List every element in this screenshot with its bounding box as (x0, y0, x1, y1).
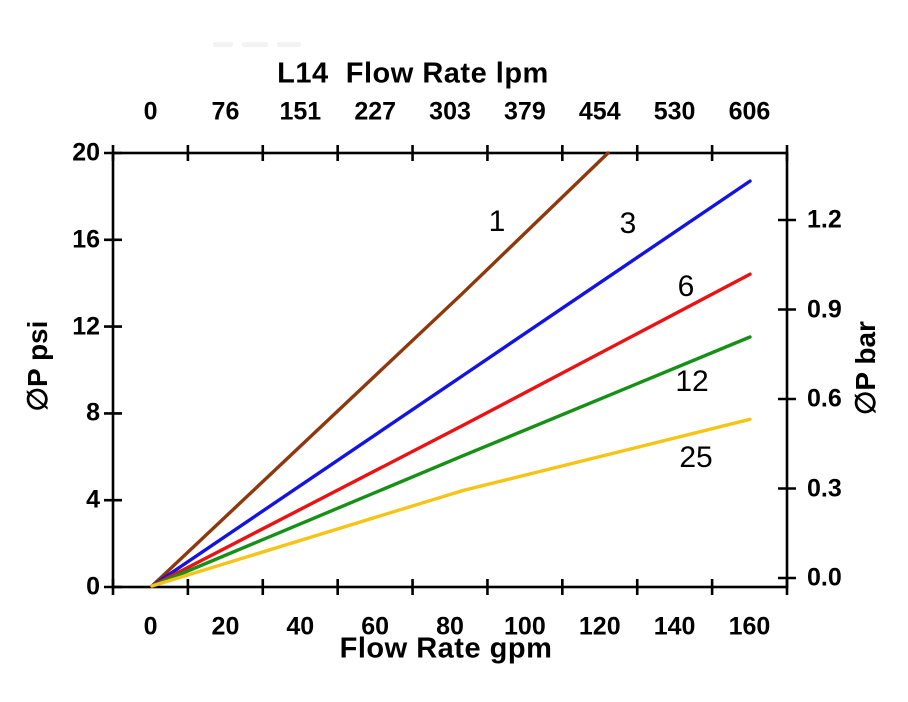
plot-frame (111, 151, 789, 589)
top-tick-label: 76 (211, 97, 240, 126)
right-tick-label: 1.2 (807, 205, 842, 234)
top-tick-label: 454 (578, 97, 621, 126)
top-tick-label: 0 (143, 97, 158, 126)
bottom-tick-label: 160 (728, 612, 771, 641)
right-tick-label: 0.9 (807, 295, 842, 323)
bottom-tick-label: 100 (504, 612, 546, 641)
bottom-tick-label: 120 (578, 612, 621, 641)
series-line-12 (150, 335, 752, 588)
top-tick-label: 379 (504, 97, 546, 126)
faint-artifact (277, 42, 301, 47)
right-tick-label: 0.6 (807, 384, 842, 413)
left-tick-label: 16 (72, 225, 100, 254)
bottom-tick-label: 0 (143, 612, 158, 641)
right-tick-label: 0.0 (807, 563, 842, 592)
series-label-25: 25 (679, 441, 713, 474)
top-tick-label: 606 (728, 97, 771, 126)
series-line-6 (150, 272, 752, 588)
bottom-tick-label: 80 (436, 612, 464, 641)
top-tick-label: 151 (279, 97, 322, 126)
top-tick-label: 530 (653, 97, 696, 126)
bottom-tick-label: 40 (286, 612, 315, 641)
top-axis-title: L14 Flow Rate lpm (277, 57, 549, 90)
right-tick-label: 0.3 (807, 474, 842, 502)
left-tick-label: 4 (86, 485, 100, 514)
top-tick-label: 303 (429, 97, 471, 126)
series-label-6: 6 (677, 270, 695, 303)
series-line-1 (150, 151, 610, 588)
series-label-3: 3 (619, 207, 637, 240)
top-tick-label: 227 (354, 97, 397, 126)
series-line-25 (150, 417, 752, 588)
bottom-tick-label: 60 (361, 612, 390, 641)
left-tick-label: 20 (72, 138, 100, 167)
left-tick-label: 12 (72, 312, 100, 341)
series-label-12: 12 (675, 365, 709, 398)
faint-artifact (213, 42, 233, 47)
bottom-axis-title: Flow Rate gpm (339, 632, 553, 665)
left-tick-label: 0 (86, 572, 100, 601)
bottom-tick-label: 140 (653, 612, 696, 641)
series-line-3 (150, 179, 752, 588)
left-tick-label: 8 (86, 398, 100, 427)
faint-artifact (242, 42, 268, 47)
series-label-1: 1 (488, 205, 506, 238)
bottom-tick-label: 20 (211, 612, 240, 641)
